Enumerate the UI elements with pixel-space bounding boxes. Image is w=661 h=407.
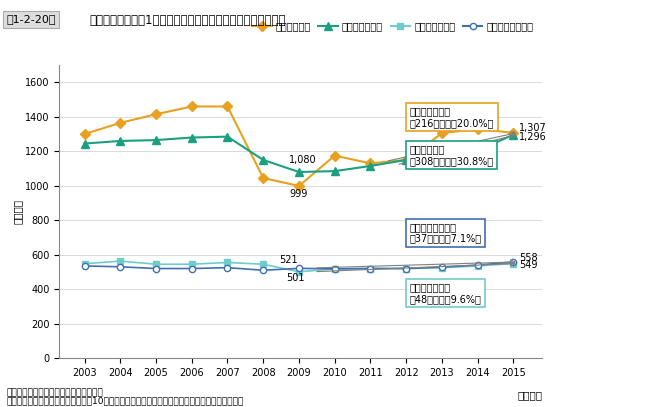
Legend: 大企業製造業, 大企業非製造業, 中小企業製造業, 中小企業非製造業: 大企業製造業, 大企業非製造業, 中小企業製造業, 中小企業非製造業 [249,17,537,35]
Text: 中小企業製造業
＋48万円（＋9.6%）: 中小企業製造業 ＋48万円（＋9.6%） [410,282,482,304]
Text: （年度）: （年度） [517,390,542,400]
Text: 558: 558 [519,253,537,263]
Text: 大企業製造業
＋308万円（＋30.8%）: 大企業製造業 ＋308万円（＋30.8%） [410,144,494,166]
Text: 大企業非製造業
＋216万円（＋20.0%）: 大企業非製造業 ＋216万円（＋20.0%） [410,107,494,128]
Text: 中小企業非製造業
＋37万円（＋7.1%）: 中小企業非製造業 ＋37万円（＋7.1%） [410,222,482,243]
Text: 999: 999 [290,189,308,199]
Text: 1,080: 1,080 [289,155,317,164]
Text: 549: 549 [519,260,537,270]
Text: 1,307: 1,307 [519,123,547,133]
Y-axis label: （万円）: （万円） [13,199,22,224]
Text: 企業規模別従業吴1人当たり付加価値額（労働生産性）の推移: 企業規模別従業吴1人当たり付加価値額（労働生産性）の推移 [89,14,286,27]
Text: 資料：財務省「法人企業統計調査年報」: 資料：財務省「法人企業統計調査年報」 [7,389,103,398]
Text: 521: 521 [279,255,297,265]
Text: 第1-2-20図: 第1-2-20図 [7,14,56,24]
Text: 1,296: 1,296 [519,132,547,142]
Text: （注）ここでいう大企業とは資本金10億円以上、中小企業とは資本金１億円未満の企業とする。: （注）ここでいう大企業とは資本金10億円以上、中小企業とは資本金１億円未満の企業… [7,396,244,405]
Text: 501: 501 [286,273,305,283]
